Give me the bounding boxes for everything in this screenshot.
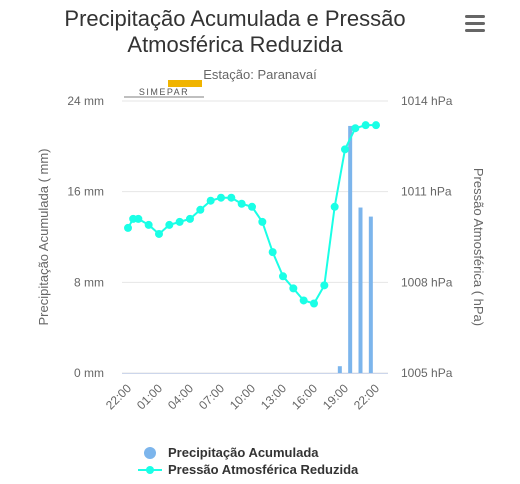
x-tick-label: 13:00 [258, 381, 289, 412]
y-right-tick-label: 1014 hPa [401, 94, 453, 108]
chart-title-line-2: Atmosférica Reduzida [127, 32, 343, 57]
point-pressao [248, 202, 256, 211]
point-pressao [279, 272, 287, 281]
legend-label-pressao: Pressão Atmosférica Reduzida [168, 462, 359, 477]
chart-title: Precipitação Acumulada e Pressão Atmosfé… [0, 6, 470, 58]
y-left-axis-title: Precipitação Acumulada ( mm) [36, 148, 51, 325]
point-pressao [268, 248, 277, 257]
point-pressao [144, 220, 153, 229]
point-pressao [227, 193, 236, 202]
point-pressao [196, 205, 205, 214]
bar-precipitacao [337, 366, 342, 373]
x-tick-label: 16:00 [289, 381, 320, 412]
legend: Precipitação Acumulada Pressão Atmosféri… [138, 444, 358, 478]
line-pressao [127, 124, 376, 305]
x-tick-label: 22:00 [103, 381, 134, 412]
y-right-tick-label: 1011 hPa [401, 185, 452, 199]
point-pressao [361, 121, 370, 130]
point-pressao [330, 202, 339, 211]
point-pressao [310, 299, 318, 308]
x-tick-label: 01:00 [134, 381, 165, 412]
y-right-tick-label: 1008 hPa [401, 275, 453, 289]
bar-precipitacao [368, 216, 373, 373]
point-pressao [299, 296, 308, 305]
x-tick-label: 22:00 [351, 381, 382, 412]
y-left-tick-label: 16 mm [67, 185, 104, 199]
legend-label-precipitacao: Precipitação Acumulada [168, 445, 319, 460]
point-pressao [237, 199, 246, 208]
point-pressao [258, 217, 267, 226]
y-left-tick-label: 0 mm [74, 366, 104, 380]
bar-precipitacao [348, 125, 353, 373]
chart-subtitle: Estação: Paranavaí [203, 67, 317, 82]
x-tick-label: 10:00 [227, 381, 258, 412]
point-pressao [186, 214, 194, 223]
point-pressao [372, 121, 380, 130]
point-pressao [134, 214, 143, 223]
x-tick-label: 04:00 [165, 381, 196, 412]
simepar-logo: SIMEPAR [124, 80, 204, 98]
point-pressao [165, 220, 174, 229]
legend-item-precipitacao[interactable]: Precipitação Acumulada [138, 444, 358, 461]
legend-item-pressao[interactable]: Pressão Atmosférica Reduzida [138, 461, 358, 478]
menu-icon[interactable] [462, 12, 488, 36]
point-pressao [155, 229, 163, 238]
x-tick-label: 19:00 [320, 381, 351, 412]
x-tick-label: 07:00 [196, 381, 227, 412]
point-pressao [351, 124, 360, 133]
chart-title-line-1: Precipitação Acumulada e Pressão [64, 6, 406, 31]
point-pressao [217, 193, 225, 202]
point-pressao [341, 145, 349, 154]
y-left-tick-label: 24 mm [67, 94, 104, 108]
logo-text: SIMEPAR [139, 87, 189, 97]
logo-accent [168, 80, 202, 87]
y-right-axis-title: Pressão Atmosférica ( hPa) [471, 168, 486, 326]
y-right-tick-label: 1005 hPa [401, 366, 453, 380]
y-left-tick-label: 8 mm [74, 275, 104, 289]
point-pressao [175, 217, 184, 226]
bar-precipitacao [358, 207, 363, 373]
point-pressao [124, 223, 132, 232]
point-pressao [289, 284, 298, 293]
point-pressao [320, 281, 329, 290]
point-pressao [206, 196, 215, 205]
